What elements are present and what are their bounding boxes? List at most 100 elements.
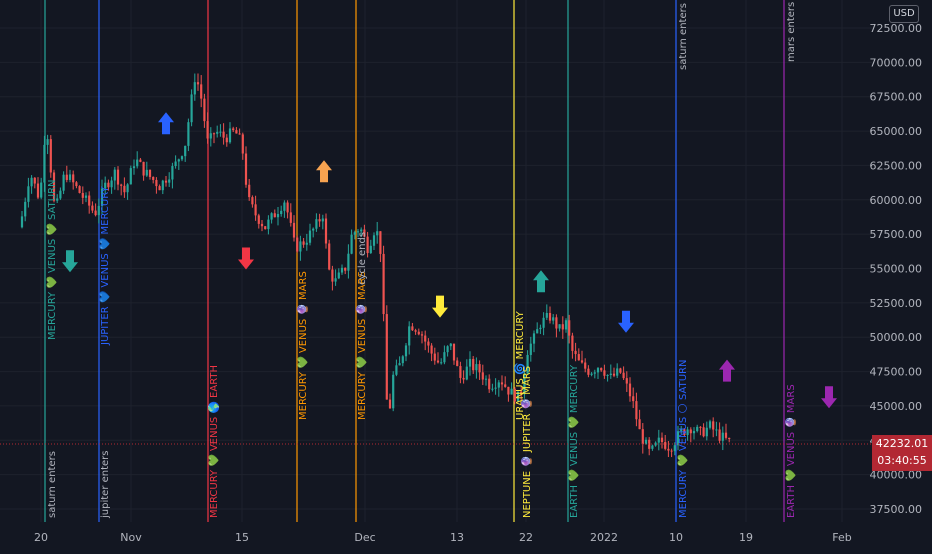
- candle-body: [238, 133, 241, 135]
- candle-body: [715, 429, 718, 431]
- candle-body: [632, 396, 635, 402]
- candle-body: [100, 188, 104, 206]
- event-lines: [44, 0, 785, 522]
- candle-body: [75, 182, 78, 187]
- candle-body: [241, 134, 244, 154]
- candle-body: [161, 180, 164, 191]
- candle-body: [30, 177, 33, 187]
- candle-body: [254, 204, 257, 216]
- candle-body: [286, 202, 289, 213]
- candle-body: [244, 153, 248, 185]
- candle-body: [59, 190, 62, 199]
- event-label: URANUS 🌀 MERCURY: [513, 310, 526, 420]
- candle-body: [331, 269, 334, 282]
- candle-body: [561, 324, 564, 330]
- event-label: saturn enters: [678, 3, 689, 70]
- candle-body: [424, 335, 427, 342]
- candle-body: [539, 327, 542, 330]
- candle-body: [190, 94, 193, 123]
- event-label: NEPTUNE 🔮 JUPITER 🔮 MARS: [520, 366, 533, 518]
- candle-body: [520, 391, 523, 395]
- candle-body: [65, 174, 68, 180]
- candle-body: [465, 366, 468, 380]
- candle-body: [459, 366, 462, 378]
- candle-body: [680, 429, 683, 432]
- candle-body: [27, 186, 30, 202]
- price-tick-label: 62500.00: [870, 159, 923, 172]
- candle-body: [174, 161, 177, 167]
- event-labels: MERCURY 💚 VENUS 💚 SATURN saturn enters JUP…: [46, 2, 797, 519]
- candle-body: [139, 159, 142, 162]
- candle-body: [491, 388, 494, 390]
- candle-body: [401, 356, 404, 364]
- candle-body: [436, 360, 440, 363]
- candle-body: [136, 159, 139, 167]
- candle-body: [676, 431, 680, 446]
- candle-body: [587, 368, 590, 375]
- candle-body: [529, 343, 532, 355]
- event-label: MERCURY 💚 VENUS 🔮 MARS: [296, 271, 309, 420]
- candle-body: [155, 179, 158, 187]
- candle-body: [228, 128, 232, 143]
- candle-body: [536, 329, 539, 334]
- candle-body: [289, 212, 292, 223]
- candle-body: [696, 426, 699, 432]
- candle-body: [145, 169, 148, 176]
- bar-countdown: 03:40:55: [877, 453, 927, 467]
- arrow-up-icon: [158, 112, 174, 135]
- candles: [20, 73, 731, 458]
- currency-button[interactable]: USD: [889, 5, 919, 23]
- time-tick-label: 19: [739, 531, 753, 544]
- time-axis[interactable]: 20 Nov 15 Dec 13 22 2022 10 19 Feb: [34, 531, 852, 544]
- candle-body: [504, 384, 507, 387]
- candle-body: [43, 144, 46, 183]
- candle-body: [337, 272, 340, 279]
- candle-body: [484, 378, 488, 380]
- candle-body: [164, 180, 168, 183]
- event-label: cycle ends: [357, 232, 368, 285]
- candle-body: [356, 231, 360, 233]
- candle-body: [622, 372, 625, 379]
- price-tick-label: 60000.00: [870, 194, 923, 207]
- candle-body: [420, 334, 424, 336]
- candle-body: [126, 184, 129, 193]
- candle-body: [312, 228, 315, 231]
- signal-arrows: [62, 112, 837, 409]
- candle-body: [347, 253, 350, 271]
- arrow-up-icon: [316, 160, 332, 183]
- candle-body: [120, 184, 123, 186]
- candle-body: [513, 388, 516, 402]
- event-label: MERCURY 💚 VENUS 💚 SATURN: [46, 180, 58, 341]
- candle-body: [350, 234, 353, 254]
- candle-body: [692, 431, 696, 434]
- candle-body: [593, 372, 596, 374]
- candle-body: [408, 326, 411, 346]
- candle-body: [302, 241, 305, 245]
- candle-body: [689, 429, 692, 434]
- candle-body: [568, 320, 571, 336]
- candle-body: [542, 317, 545, 328]
- candle-body: [433, 353, 436, 361]
- candle-body: [548, 313, 552, 321]
- candle-body: [376, 231, 379, 236]
- candle-body: [116, 169, 120, 185]
- candle-body: [532, 333, 536, 344]
- candle-body: [72, 174, 75, 183]
- candle-body: [392, 374, 395, 409]
- candle-body: [555, 317, 558, 329]
- candle-body: [321, 218, 324, 222]
- candle-body: [417, 331, 420, 335]
- candle-body: [404, 345, 408, 357]
- candle-body: [497, 382, 500, 388]
- candle-body: [110, 180, 113, 188]
- candle-body: [452, 343, 456, 361]
- candle-body: [216, 131, 219, 134]
- candle-body: [660, 437, 664, 443]
- arrow-down-icon: [432, 295, 448, 318]
- candle-body: [46, 139, 49, 145]
- time-tick-label: Feb: [832, 531, 851, 544]
- candle-body: [200, 84, 203, 99]
